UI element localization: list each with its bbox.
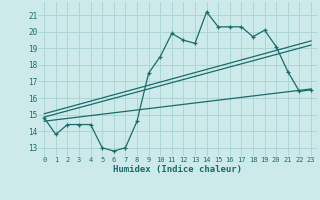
X-axis label: Humidex (Indice chaleur): Humidex (Indice chaleur) bbox=[113, 165, 242, 174]
